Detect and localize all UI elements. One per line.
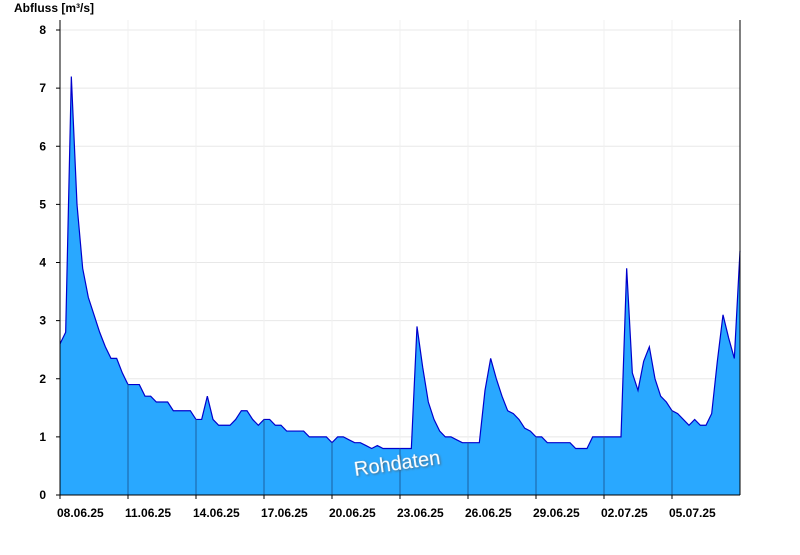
x-tick-label: 23.06.25 (397, 506, 444, 520)
y-tick-label: 7 (39, 81, 46, 95)
x-tick-label: 26.06.25 (465, 506, 512, 520)
y-tick-label: 3 (39, 314, 46, 328)
y-tick-label: 6 (39, 139, 46, 153)
chart-title: Abfluss [m³/s] (14, 1, 94, 15)
y-tick-label: 1 (39, 430, 46, 444)
x-tick-label: 11.06.25 (125, 506, 171, 520)
x-tick-label: 08.06.25 (57, 506, 104, 520)
x-tick-label: 29.06.25 (533, 506, 580, 520)
y-tick-label: 4 (39, 256, 46, 270)
x-tick-label: 14.06.25 (193, 506, 240, 520)
y-tick-label: 2 (39, 372, 46, 386)
x-tick-label: 17.06.25 (261, 506, 308, 520)
y-tick-label: 0 (39, 488, 46, 502)
x-tick-label: 05.07.25 (669, 506, 716, 520)
x-tick-label: 02.07.25 (601, 506, 648, 520)
y-tick-label: 8 (39, 23, 46, 37)
x-tick-label: 20.06.25 (329, 506, 376, 520)
y-tick-label: 5 (39, 197, 46, 211)
